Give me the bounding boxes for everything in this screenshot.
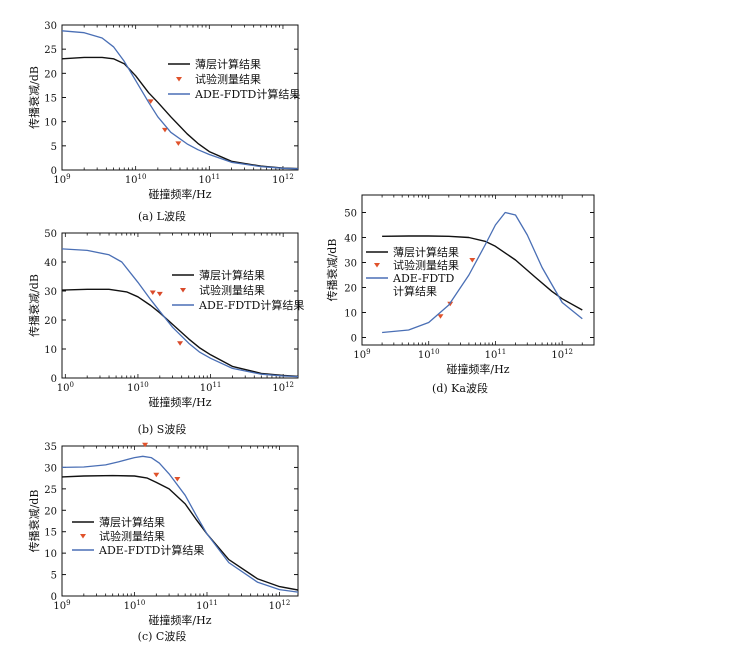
y-tick-label: 40 [44, 258, 57, 269]
y-tick-label: 20 [344, 284, 357, 295]
y-tick-label: 10 [44, 549, 57, 560]
legend-label: 计算结果 [393, 284, 437, 298]
legend-label: 薄层计算结果 [99, 515, 165, 529]
x-tick-label: 1012 [551, 348, 573, 361]
series-line-0 [62, 56, 298, 170]
x-axis-label: 碰撞频率/Hz [148, 395, 211, 409]
legend-swatch [374, 263, 380, 268]
y-tick-label: 30 [44, 463, 57, 474]
data-point [142, 442, 149, 448]
legend-label: 薄层计算结果 [199, 268, 265, 282]
legend-label: 薄层计算结果 [195, 57, 261, 71]
chart-c-band: 0 5 10 15 20 25 30 35 109 1010 1011 1012 碰撞频率/Hz 传播衰减… [27, 442, 299, 643]
y-tick-label: 25 [44, 485, 57, 496]
chart-ka-band: 0 10 20 30 40 50 109 1010 1011 1012 碰撞频率/Hz 传播衰减/dB… [325, 194, 595, 395]
chart-s-band: 0 10 20 30 40 50 100 1010 1011 1012 碰撞频率/Hz 传播衰减/dB… [27, 229, 304, 436]
y-axis-label: 传播衰减/dB [27, 490, 41, 553]
x-tick-label: 1010 [125, 173, 147, 186]
x-tick-label: 1011 [200, 381, 222, 394]
y-tick-label: 15 [44, 528, 57, 539]
y-tick-label: 30 [44, 21, 57, 32]
y-tick-label: 35 [44, 442, 57, 453]
data-point [175, 141, 182, 146]
x-tick-label: 1010 [124, 599, 146, 612]
y-tick-label: 20 [44, 316, 57, 327]
series-line-2 [62, 248, 298, 378]
legend-label: 薄层计算结果 [393, 245, 459, 259]
x-tick-label: 1011 [198, 173, 220, 186]
x-tick-label: 1010 [418, 348, 440, 361]
chart-caption: (c) C波段 [138, 629, 187, 643]
legend-label: 试验测量结果 [199, 283, 265, 297]
y-tick-label: 15 [44, 94, 57, 105]
chart-caption: (a) L波段 [138, 209, 186, 223]
y-tick-label: 30 [344, 259, 357, 270]
legend-label: 试验测量结果 [99, 529, 165, 543]
x-tick-label: 1012 [272, 381, 294, 394]
data-point [147, 99, 154, 104]
y-tick-label: 5 [51, 142, 57, 153]
x-tick-label: 1011 [196, 599, 218, 612]
legend-label: ADE-FDTD计算结果 [98, 543, 204, 557]
x-tick-label: 100 [57, 381, 74, 394]
legend-label: ADE-FDTD [392, 272, 455, 285]
y-tick-label: 20 [44, 69, 57, 80]
legend-label: 试验测量结果 [195, 72, 261, 86]
y-tick-label: 50 [44, 229, 57, 240]
y-tick-label: 0 [51, 592, 57, 603]
x-axis-label: 碰撞频率/Hz [148, 187, 211, 201]
chart-caption: (d) Ka波段 [432, 381, 488, 395]
series-line-0 [62, 288, 298, 377]
x-axis-label: 碰撞频率/Hz [148, 613, 211, 627]
data-point [437, 314, 444, 319]
series-line-0 [382, 235, 583, 311]
data-point [174, 477, 181, 482]
legend-label: 试验测量结果 [393, 258, 459, 272]
y-tick-label: 5 [51, 571, 57, 582]
data-point [153, 472, 160, 478]
x-tick-label: 109 [53, 173, 70, 186]
legend-swatch [80, 534, 86, 539]
y-tick-label: 30 [44, 287, 57, 298]
y-tick-label: 20 [44, 506, 57, 517]
y-tick-label: 10 [344, 309, 357, 320]
y-axis-label: 传播衰减/dB [325, 239, 339, 302]
data-point [156, 291, 163, 297]
y-tick-label: 0 [51, 374, 57, 385]
legend-label: ADE-FDTD计算结果 [198, 298, 304, 312]
x-tick-label: 109 [53, 599, 70, 612]
y-tick-label: 0 [51, 166, 57, 177]
data-point [161, 127, 168, 133]
y-tick-label: 10 [44, 118, 57, 129]
series-line-2 [62, 455, 298, 593]
y-tick-label: 10 [44, 345, 57, 356]
y-axis-label: 传播衰减/dB [27, 274, 41, 337]
legend-swatch [176, 77, 182, 82]
plot-frame [361, 194, 595, 346]
x-axis-label: 碰撞频率/Hz [446, 362, 509, 376]
y-tick-label: 50 [344, 209, 357, 220]
y-tick-label: 0 [351, 334, 357, 345]
plot-frame [61, 445, 299, 597]
x-tick-label: 1012 [272, 173, 294, 186]
plot-frame [61, 232, 299, 379]
x-tick-label: 1010 [127, 381, 149, 394]
legend-label: ADE-FDTD计算结果 [194, 87, 300, 101]
x-tick-label: 1011 [485, 348, 507, 361]
series-line-2 [62, 30, 298, 170]
x-tick-label: 109 [353, 348, 370, 361]
y-tick-label: 40 [344, 234, 357, 245]
data-point [177, 341, 184, 346]
y-axis-label: 传播衰减/dB [27, 66, 41, 129]
chart-caption: (b) S波段 [138, 422, 187, 436]
y-tick-label: 25 [44, 45, 57, 56]
legend-swatch [180, 288, 186, 293]
chart-l-band: 0 5 10 15 20 25 30 109 1010 1011 1012 碰撞频率/Hz 传播衰减/d… [27, 21, 300, 223]
series-line-0 [62, 474, 298, 591]
data-point [149, 290, 156, 295]
data-point [469, 258, 476, 263]
series-line-2 [382, 211, 583, 334]
x-tick-label: 1012 [269, 599, 291, 612]
